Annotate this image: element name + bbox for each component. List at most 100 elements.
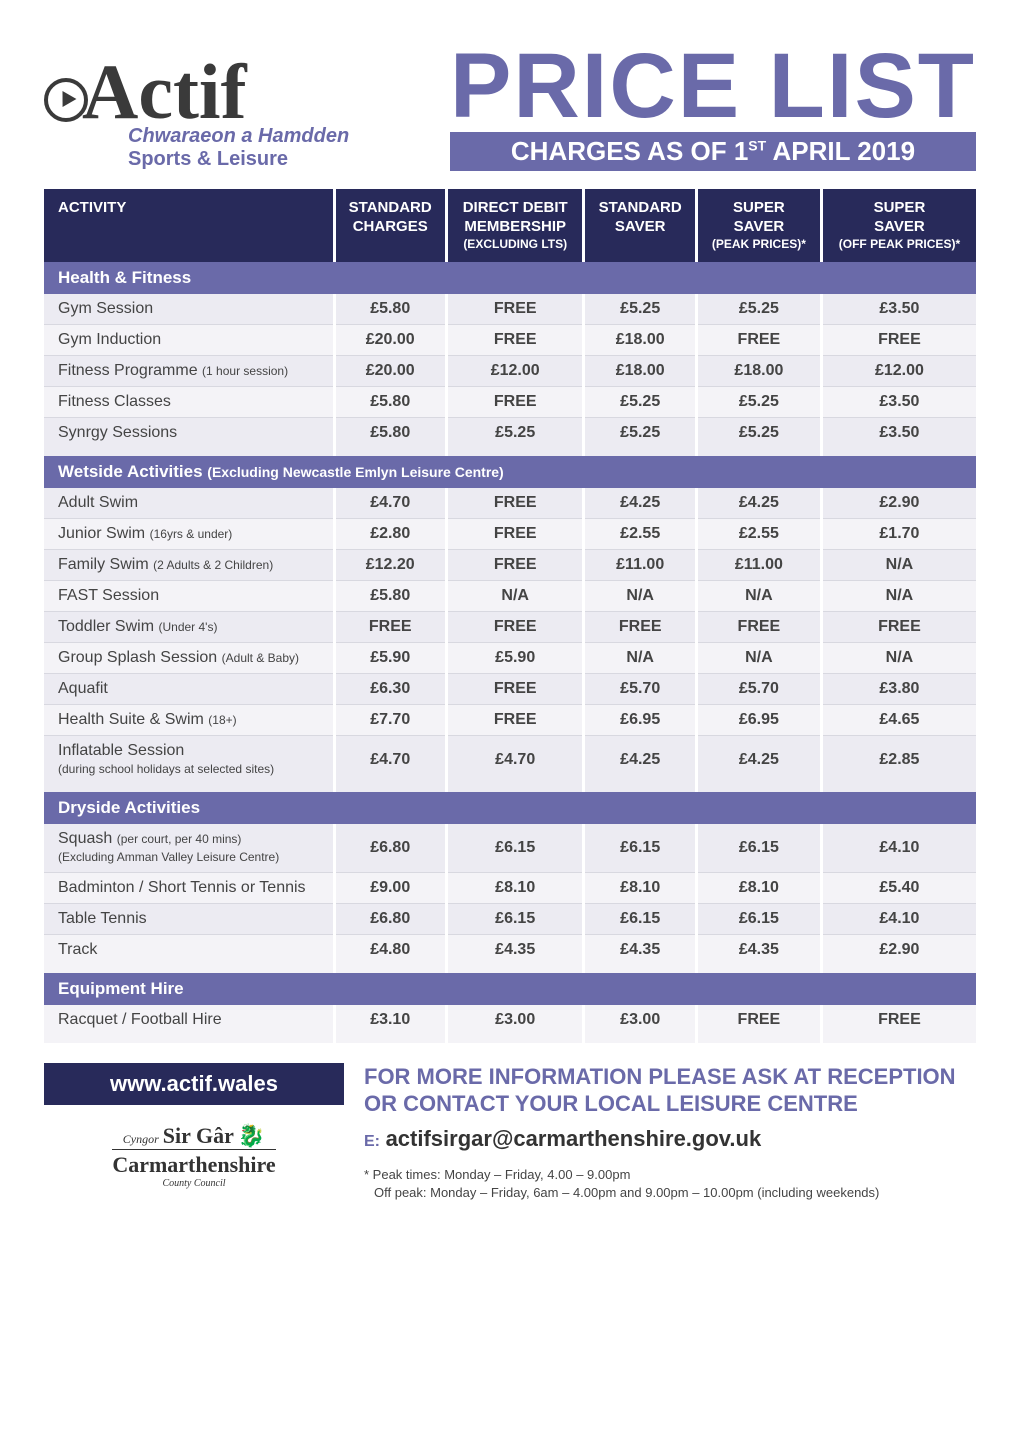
price-cell: N/A (821, 580, 976, 611)
col-line1: SUPER (733, 199, 785, 216)
activity-name-cell: Fitness Classes (44, 386, 334, 417)
activity-name-cell: Racquet / Football Hire (44, 1005, 334, 1043)
price-cell: £5.80 (334, 417, 446, 456)
activity-sub2: (Excluding Amman Valley Leisure Centre) (58, 850, 279, 864)
activity-sub: (Under 4's) (158, 620, 217, 634)
council-sirgar: Sir Gâr (163, 1123, 234, 1148)
col-activity: ACTIVITY (44, 189, 334, 262)
price-cell: N/A (696, 580, 821, 611)
section-title: Equipment Hire (58, 979, 184, 998)
activity-sub2: (during school holidays at selected site… (58, 762, 274, 776)
activity-name-cell: Toddler Swim (Under 4's) (44, 611, 334, 642)
price-cell: £5.25 (696, 417, 821, 456)
title-block: PRICE LIST CHARGES AS OF 1ST APRIL 2019 (450, 40, 976, 171)
activity-name: Fitness Programme (58, 362, 198, 379)
col-line2: SAVER (734, 218, 785, 235)
activity-name-cell: Table Tennis (44, 903, 334, 934)
activity-name-cell: Gym Session (44, 294, 334, 325)
col-line3: (EXCLUDING LTS) (454, 237, 577, 252)
price-cell: £3.50 (821, 386, 976, 417)
price-cell: FREE (446, 386, 584, 417)
price-cell: £18.00 (696, 355, 821, 386)
section-title-cell: Equipment Hire (44, 973, 976, 1005)
table-header: ACTIVITYSTANDARDCHARGESDIRECT DEBITMEMBE… (44, 189, 976, 262)
price-cell: £2.80 (334, 518, 446, 549)
col-price-2: DIRECT DEBITMEMBERSHIP(EXCLUDING LTS) (446, 189, 584, 262)
price-cell: FREE (696, 1005, 821, 1043)
price-cell: FREE (446, 673, 584, 704)
price-cell: FREE (446, 704, 584, 735)
price-cell: £2.55 (696, 518, 821, 549)
price-cell: N/A (446, 580, 584, 611)
info-line2: OR CONTACT YOUR LOCAL LEISURE CENTRE (364, 1090, 976, 1118)
col-line1: ACTIVITY (58, 199, 126, 216)
website-url: www.actif.wales (44, 1063, 344, 1105)
activity-name: Toddler Swim (58, 618, 154, 635)
price-cell: £2.85 (821, 735, 976, 792)
table-row: Squash (per court, per 40 mins) (Excludin… (44, 824, 976, 873)
price-cell: £5.25 (696, 294, 821, 325)
logo-text: Actif (82, 48, 247, 135)
table-row: Fitness Classes£5.80FREE£5.25£5.25£3.50 (44, 386, 976, 417)
section-title-cell: Dryside Activities (44, 792, 976, 824)
activity-name: Group Splash Session (58, 649, 217, 666)
council-cc: County Council (44, 1178, 344, 1189)
activity-sub: (per court, per 40 mins) (117, 832, 242, 846)
logo-script: Actif (44, 61, 349, 123)
price-cell: £3.00 (446, 1005, 584, 1043)
price-cell: £4.25 (696, 488, 821, 519)
price-cell: £11.00 (696, 549, 821, 580)
price-cell: £2.90 (821, 488, 976, 519)
table-row: Health Suite & Swim (18+)£7.70FREE£6.95£… (44, 704, 976, 735)
price-cell: £9.00 (334, 872, 446, 903)
price-cell: FREE (446, 488, 584, 519)
price-cell: £5.25 (696, 386, 821, 417)
section-header: Dryside Activities (44, 792, 976, 824)
price-cell: £12.00 (446, 355, 584, 386)
activity-sub: (2 Adults & 2 Children) (153, 558, 273, 572)
price-cell: N/A (584, 580, 696, 611)
price-cell: £4.80 (334, 934, 446, 973)
section-title: Health & Fitness (58, 268, 191, 287)
activity-name-cell: Group Splash Session (Adult & Baby) (44, 642, 334, 673)
price-cell: £6.15 (584, 903, 696, 934)
price-cell: £4.25 (584, 735, 696, 792)
price-cell: £4.35 (446, 934, 584, 973)
price-cell: £3.50 (821, 417, 976, 456)
activity-sub: (Adult & Baby) (222, 651, 299, 665)
activity-name: Squash (58, 830, 112, 847)
activity-name: Badminton / Short Tennis or Tennis (58, 879, 306, 896)
activity-name-cell: Gym Induction (44, 324, 334, 355)
title-bar: CHARGES AS OF 1ST APRIL 2019 (450, 132, 976, 171)
price-cell: N/A (696, 642, 821, 673)
price-cell: £4.65 (821, 704, 976, 735)
price-cell: £5.90 (334, 642, 446, 673)
logo-arrow-icon (44, 78, 88, 122)
table-row: Racquet / Football Hire£3.10£3.00£3.00FR… (44, 1005, 976, 1043)
price-cell: £3.80 (821, 673, 976, 704)
price-cell: FREE (584, 611, 696, 642)
title-bar-sup: ST (748, 137, 766, 153)
price-cell: £8.10 (584, 872, 696, 903)
price-cell: FREE (821, 324, 976, 355)
title-bar-post: APRIL 2019 (766, 136, 915, 166)
table-row: Synrgy Sessions£5.80£5.25£5.25£5.25£3.50 (44, 417, 976, 456)
council-cyngor: Cyngor (123, 1132, 159, 1146)
activity-name-cell: Synrgy Sessions (44, 417, 334, 456)
price-cell: £11.00 (584, 549, 696, 580)
activity-name: Gym Session (58, 300, 153, 317)
price-table: ACTIVITYSTANDARDCHARGESDIRECT DEBITMEMBE… (44, 189, 976, 1043)
activity-name-cell: Fitness Programme (1 hour session) (44, 355, 334, 386)
table-row: Adult Swim£4.70FREE£4.25£4.25£2.90 (44, 488, 976, 519)
price-cell: £5.25 (584, 417, 696, 456)
price-cell: £5.70 (584, 673, 696, 704)
section-title-cell: Health & Fitness (44, 262, 976, 294)
table-row: Table Tennis£6.80£6.15£6.15£6.15£4.10 (44, 903, 976, 934)
activity-name-cell: Family Swim (2 Adults & 2 Children) (44, 549, 334, 580)
table-row: FAST Session£5.80N/AN/AN/AN/A (44, 580, 976, 611)
price-cell: £5.80 (334, 386, 446, 417)
price-cell: £20.00 (334, 324, 446, 355)
section-title-cell: Wetside Activities (Excluding Newcastle … (44, 456, 976, 488)
activity-name: FAST Session (58, 587, 159, 604)
price-cell: £7.70 (334, 704, 446, 735)
